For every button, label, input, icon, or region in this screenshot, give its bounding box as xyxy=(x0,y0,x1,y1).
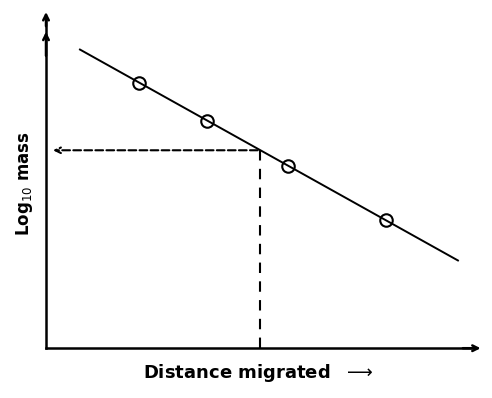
X-axis label: Distance migrated  $\longrightarrow$: Distance migrated $\longrightarrow$ xyxy=(143,362,373,384)
Y-axis label: Log$_{10}$ mass: Log$_{10}$ mass xyxy=(14,131,35,236)
